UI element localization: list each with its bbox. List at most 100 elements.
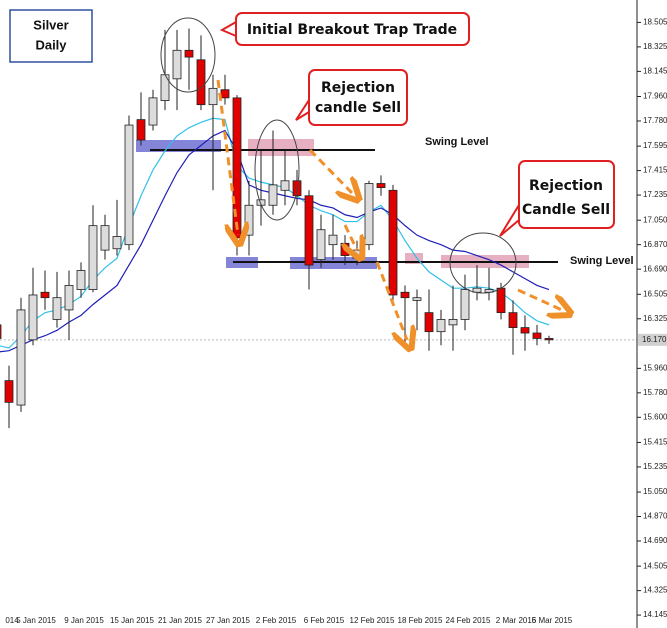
y-tick-label: 17.595: [643, 141, 667, 150]
candle-body: [196, 59, 206, 106]
candle-body: [172, 49, 182, 80]
candle-body: [244, 204, 254, 236]
x-tick-label: 21 Jan 2015: [158, 616, 203, 625]
candle-body: [388, 189, 398, 296]
y-tick-label: 17.050: [643, 215, 667, 224]
candle-body: [376, 183, 386, 188]
candle-body: [316, 229, 326, 261]
candle-body: [352, 249, 362, 259]
x-tick-label: 2 Feb 2015: [256, 616, 297, 625]
candle-body: [292, 180, 302, 197]
candle-body: [532, 332, 542, 339]
arrow: [517, 288, 562, 310]
y-tick-label: 15.050: [643, 487, 667, 496]
candle-body: [16, 309, 26, 406]
candle-body: [0, 324, 2, 339]
callout-box: [235, 12, 470, 46]
candle-body: [4, 380, 14, 403]
candle-body: [52, 297, 62, 320]
resistance-zone: [248, 139, 314, 156]
x-tick-label: 5 Jan 2015: [16, 616, 56, 625]
y-tick-label: 17.415: [643, 166, 667, 175]
y-tick-label: 17.780: [643, 116, 667, 125]
y-tick-label: 17.960: [643, 92, 667, 101]
candle-body: [460, 289, 470, 320]
x-tick-label: 15 Jan 2015: [110, 616, 155, 625]
y-tick-label: 15.780: [643, 388, 667, 397]
y-tick-label: 14.870: [643, 512, 667, 521]
last-price-label: 16.170: [642, 335, 667, 344]
x-tick-label: 9 Jan 2015: [64, 616, 104, 625]
y-tick-label: 18.325: [643, 42, 667, 51]
candle-body: [544, 338, 554, 341]
y-tick-label: 16.870: [643, 240, 667, 249]
highlight-circle: [254, 119, 300, 221]
arrow: [216, 79, 238, 235]
candle-body: [340, 242, 350, 256]
candle-body: [508, 312, 518, 328]
candle-body: [76, 270, 86, 290]
candle-body: [28, 294, 38, 341]
candle-body: [220, 89, 230, 99]
y-tick-label: 15.235: [643, 462, 667, 471]
y-tick-label: 18.145: [643, 66, 667, 75]
arrow: [375, 261, 407, 340]
y-tick-label: 14.325: [643, 586, 667, 595]
highlight-circle: [449, 232, 517, 294]
candle-body: [40, 291, 50, 299]
y-tick-label: 14.145: [643, 610, 667, 619]
callout-text: Initial Breakout Trap Trade: [247, 22, 457, 38]
candle-body: [64, 285, 74, 311]
candle-body: [328, 234, 338, 246]
candle-body: [520, 327, 530, 334]
callout-text: candle Sell: [315, 100, 401, 116]
candle-body: [268, 184, 278, 206]
candle-body: [160, 74, 170, 101]
y-tick-label: 16.505: [643, 289, 667, 298]
callout-text: Rejection: [529, 178, 603, 194]
last-price-box: [638, 333, 667, 346]
y-tick-label: 16.325: [643, 314, 667, 323]
candle-body: [124, 124, 134, 246]
candle-body: [436, 319, 446, 333]
candle-body: [100, 225, 110, 251]
x-tick-label: 6 Mar 2015: [532, 616, 573, 625]
y-tick-label: 15.960: [643, 363, 667, 372]
resistance-zone: [405, 253, 423, 264]
callout-text: Candle Sell: [522, 202, 610, 218]
swing-level-label: Swing Level: [425, 136, 489, 148]
candle-body: [280, 180, 290, 191]
callout-pointer: [219, 21, 237, 37]
swing-level-label: Swing Level: [570, 255, 634, 267]
marks: [0, 28, 637, 429]
y-tick-label: 15.600: [643, 412, 667, 421]
candle-body: [136, 119, 146, 141]
callout-pointer: [295, 99, 310, 121]
title-text: Daily: [35, 37, 67, 52]
callout-box: [518, 160, 615, 229]
x-tick-label: 24 Feb 2015: [446, 616, 491, 625]
arrow: [308, 148, 352, 193]
arrow: [345, 224, 357, 250]
candle-body: [400, 291, 410, 299]
y-tick-label: 16.690: [643, 264, 667, 273]
candle-body: [448, 319, 458, 326]
x-tick-label: 27 Jan 2015: [206, 616, 251, 625]
callout-pointer: [499, 204, 520, 237]
candle-body: [304, 195, 314, 266]
callout-box: [308, 69, 408, 126]
title-text: Silver: [33, 17, 68, 32]
candle-body: [364, 183, 374, 246]
y-tick-label: 17.235: [643, 190, 667, 199]
annotations: Silver Daily Initial Breakout Trap Trade…: [9, 9, 634, 340]
highlight-circle: [160, 17, 216, 93]
x-tick-label: 18 Feb 2015: [398, 616, 443, 625]
axis: 18.505 18.325 18.145 17.960 17.780 17.595 17.4…: [5, 18, 667, 625]
candle-body: [184, 49, 194, 58]
candle-body: [496, 287, 506, 314]
candle-body: [88, 225, 98, 290]
x-tick-label: 014: [5, 616, 19, 625]
candle-body: [148, 97, 158, 126]
callout-text: Rejection: [321, 80, 395, 96]
